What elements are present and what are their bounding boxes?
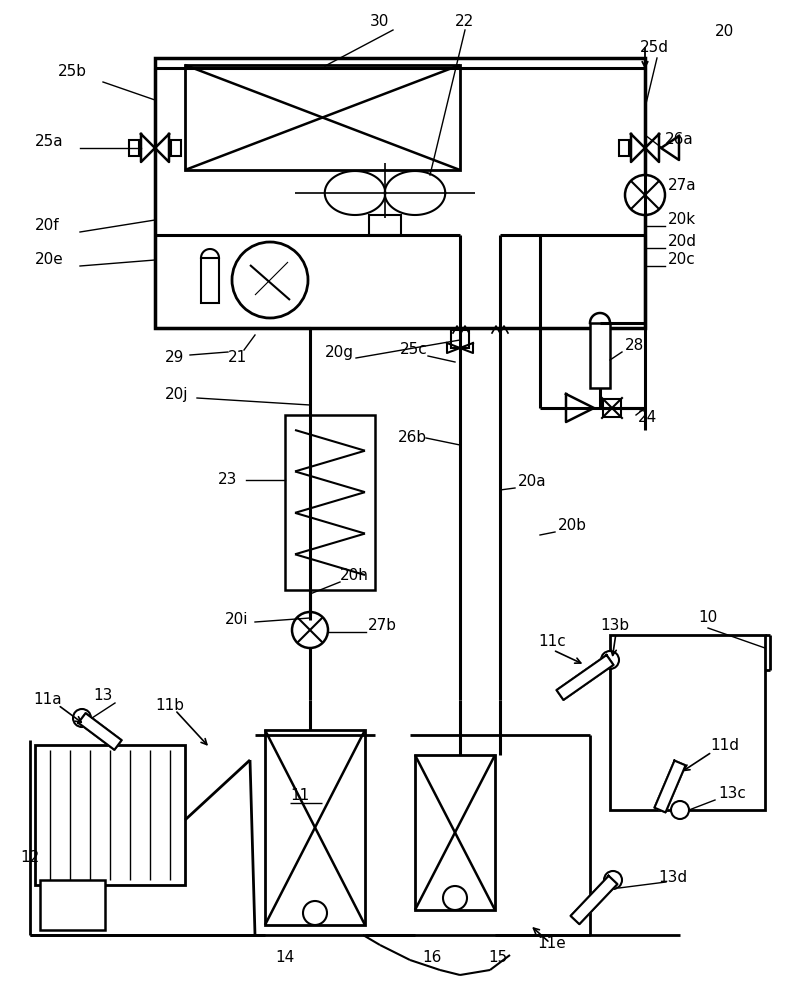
Circle shape [443,886,467,910]
Text: 11b: 11b [155,698,184,712]
Text: 11c: 11c [537,635,565,650]
Bar [184,65,460,170]
Bar [40,880,105,930]
Circle shape [600,651,618,669]
Text: 11d: 11d [709,738,738,752]
Text: 21: 21 [228,351,247,365]
Bar [610,635,764,810]
Text: 25a: 25a [35,134,63,149]
Text: 20i: 20i [225,612,248,628]
Polygon shape [570,876,617,924]
Circle shape [624,175,664,215]
Text: 13b: 13b [599,617,628,633]
Circle shape [302,901,326,925]
Circle shape [292,612,327,648]
Bar [285,415,375,590]
Text: 26a: 26a [664,132,693,147]
Polygon shape [79,713,121,750]
Circle shape [670,801,688,819]
Bar [171,140,180,156]
Text: 20j: 20j [164,387,188,402]
Bar [369,215,400,235]
Text: 13d: 13d [657,869,687,884]
Text: 11: 11 [290,788,309,802]
Text: 25b: 25b [58,64,87,80]
Text: 13c: 13c [717,786,745,800]
Circle shape [603,871,622,889]
Text: 14: 14 [274,950,294,966]
Text: 20a: 20a [517,475,546,489]
Bar [155,58,644,328]
Bar [415,755,494,910]
Text: 20b: 20b [557,518,586,532]
Text: 27a: 27a [667,178,696,192]
Text: 10: 10 [697,610,716,626]
Text: 20h: 20h [339,568,368,582]
Text: 15: 15 [488,950,507,966]
Text: 11e: 11e [537,936,565,950]
Text: 25d: 25d [639,40,668,55]
Bar [129,140,139,156]
Text: 16: 16 [422,950,441,966]
Text: 20c: 20c [667,252,695,267]
Text: 20f: 20f [35,218,59,232]
Circle shape [232,242,308,318]
Bar [35,745,184,885]
Text: 20d: 20d [667,234,696,249]
Polygon shape [654,761,685,812]
Text: 12: 12 [20,850,39,865]
Text: 24: 24 [638,410,656,426]
Text: 20e: 20e [35,252,63,267]
Bar [618,140,628,156]
Text: 13: 13 [93,688,112,702]
Bar [589,323,610,388]
Text: 29: 29 [164,351,184,365]
Text: 20g: 20g [325,344,354,360]
Polygon shape [556,655,613,700]
Text: 22: 22 [455,14,474,29]
Bar [451,330,468,348]
Bar [265,730,365,925]
Text: 20k: 20k [667,213,695,228]
Text: 20: 20 [714,24,733,39]
Text: 25c: 25c [399,342,427,358]
Bar [602,399,620,417]
Text: 11a: 11a [33,692,62,708]
Text: 30: 30 [370,14,389,29]
Text: 26b: 26b [398,430,427,446]
Bar [200,258,219,303]
Text: 27b: 27b [367,617,396,633]
Text: 23: 23 [217,473,237,488]
Text: 28: 28 [624,338,643,353]
Circle shape [73,709,91,727]
